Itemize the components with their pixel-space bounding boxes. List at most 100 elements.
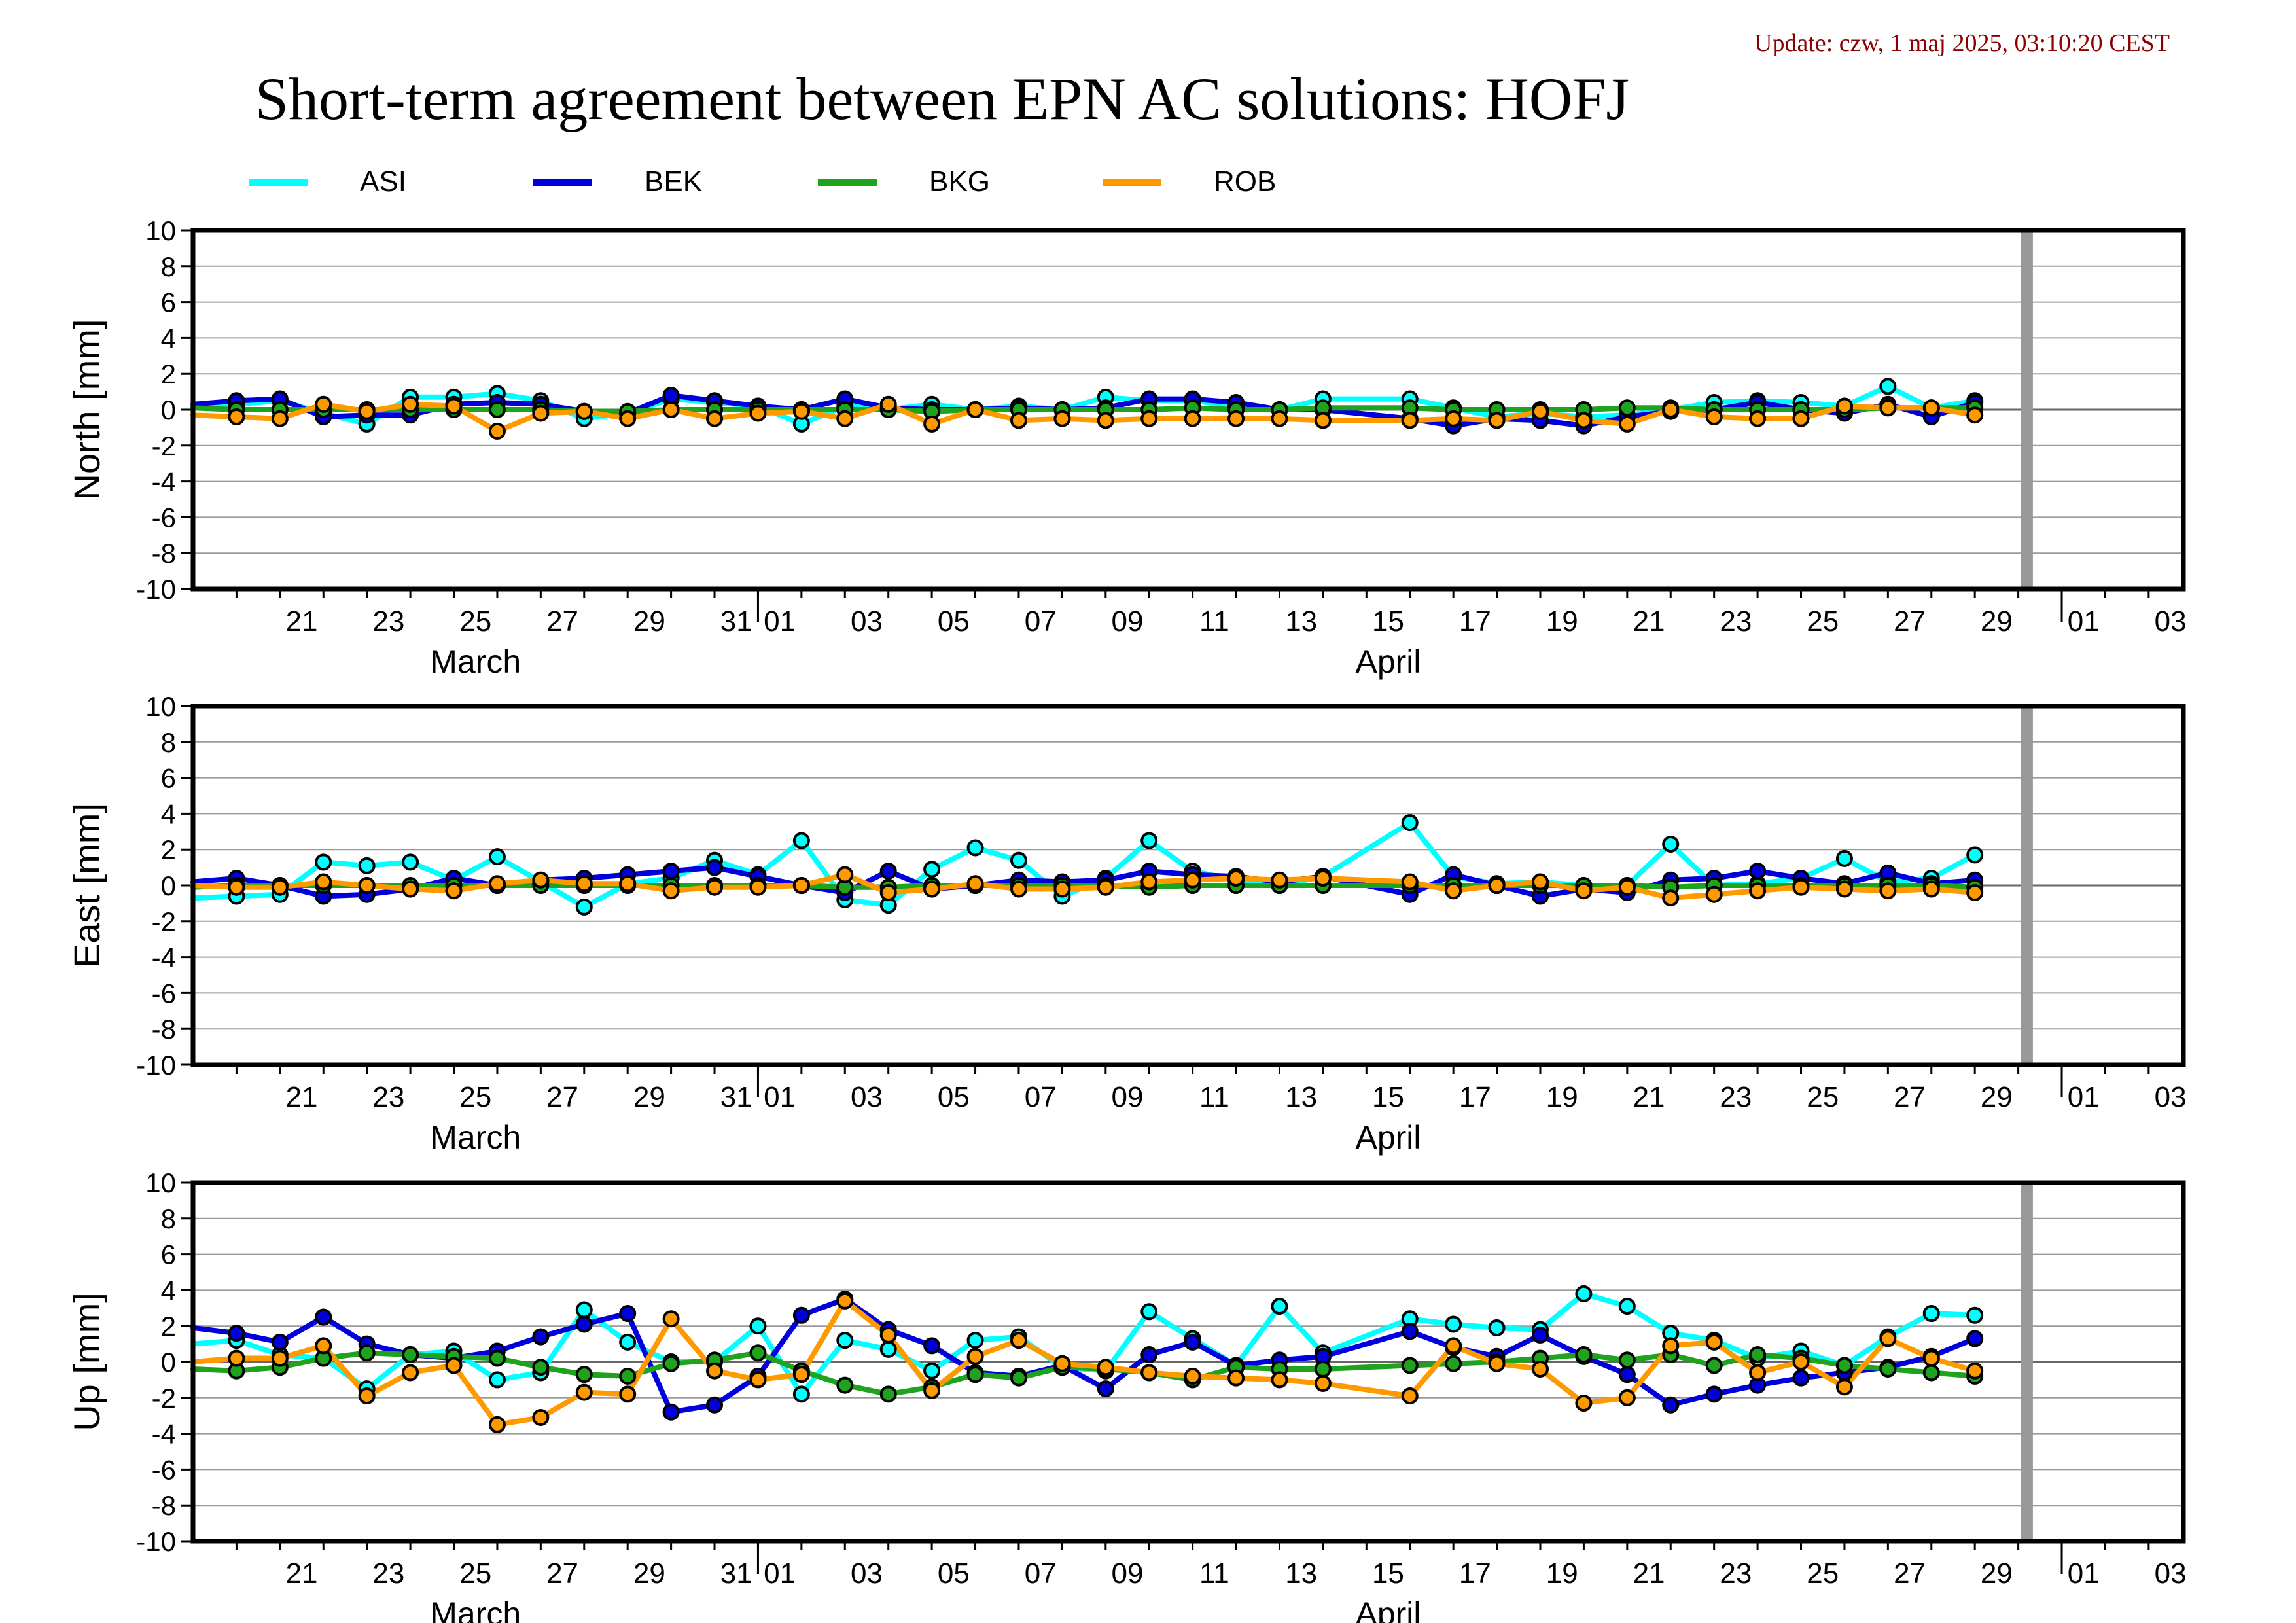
- data-point-rob: [1792, 1353, 1810, 1370]
- data-point-rob: [1531, 1360, 1549, 1378]
- data-point-rob: [923, 415, 941, 433]
- data-point-rob: [315, 1337, 332, 1355]
- x-tick-label: 23: [372, 605, 404, 637]
- data-point-rob: [1488, 1355, 1506, 1372]
- y-tick-label: 0: [161, 395, 176, 425]
- data-point-rob: [966, 1347, 984, 1365]
- month-label: March: [430, 1119, 521, 1156]
- y-tick-label: 8: [161, 727, 176, 758]
- data-point-bek: [271, 1333, 289, 1351]
- data-point-rob: [402, 395, 419, 413]
- data-point-asi: [1271, 1298, 1288, 1315]
- data-point-rob: [1053, 880, 1071, 898]
- x-tick-label: 27: [546, 1558, 578, 1590]
- y-tick-label: -10: [136, 1526, 176, 1557]
- data-point-rob: [706, 410, 724, 427]
- x-tick-label: 01: [764, 1081, 796, 1113]
- x-tick-label: 17: [1459, 605, 1491, 637]
- data-point-bkg: [532, 1359, 550, 1376]
- data-point-rob: [1749, 410, 1767, 427]
- data-point-bkg: [1618, 1351, 1636, 1369]
- x-tick-label: 15: [1372, 605, 1404, 637]
- data-point-rob: [1575, 412, 1593, 429]
- data-point-bkg: [358, 1344, 376, 1362]
- x-tick-label: 11: [1199, 1558, 1229, 1590]
- data-point-rob: [836, 410, 854, 427]
- x-tick-label: 25: [459, 1081, 491, 1113]
- data-point-asi: [358, 857, 376, 874]
- x-tick-label: 29: [633, 1558, 665, 1590]
- data-point-bkg: [966, 1366, 984, 1383]
- data-point-rob: [575, 875, 593, 893]
- update-timestamp: Update: czw, 1 maj 2025, 03:10:20 CEST: [1754, 29, 2170, 57]
- y-tick-label: -2: [152, 1383, 176, 1414]
- x-tick-label: 31: [720, 1081, 752, 1113]
- data-point-rob: [1097, 1359, 1114, 1376]
- data-point-rob: [228, 878, 245, 896]
- data-point-bek: [1401, 1323, 1419, 1340]
- data-point-rob: [358, 877, 376, 894]
- data-point-rob: [1271, 1371, 1288, 1389]
- data-point-rob: [271, 878, 289, 896]
- current-date-bar: [2021, 230, 2033, 589]
- x-tick-label: 17: [1459, 1081, 1491, 1113]
- y-tick-label: -6: [152, 978, 176, 1008]
- data-point-asi: [1835, 849, 1853, 867]
- data-point-bkg: [1835, 1357, 1853, 1374]
- data-point-rob: [836, 866, 854, 883]
- x-tick-label: 09: [1112, 1081, 1144, 1113]
- data-point-rob: [315, 873, 332, 891]
- x-tick-label: 21: [1633, 1558, 1665, 1590]
- data-point-bek: [1140, 1346, 1158, 1364]
- data-point-asi: [792, 832, 810, 849]
- data-point-bkg: [488, 1349, 506, 1367]
- data-point-rob: [1227, 870, 1245, 887]
- y-tick-label: -2: [152, 906, 176, 937]
- y-tick-label: 6: [161, 1240, 176, 1270]
- data-point-asi: [1010, 851, 1027, 869]
- x-tick-label: 27: [1894, 1558, 1926, 1590]
- legend-label-bkg: BKG: [929, 166, 990, 198]
- y-tick-label: 10: [145, 215, 176, 246]
- data-point-rob: [1314, 412, 1332, 429]
- data-point-rob: [1314, 1374, 1332, 1392]
- x-tick-label: 15: [1372, 1081, 1404, 1113]
- data-point-bkg: [1749, 1346, 1767, 1364]
- data-point-rob: [836, 1292, 854, 1310]
- data-point-asi: [836, 1332, 854, 1349]
- data-point-asi: [619, 1333, 637, 1351]
- data-point-asi: [1662, 835, 1680, 853]
- data-point-asi: [966, 839, 984, 857]
- data-point-asi: [1966, 846, 1984, 864]
- y-tick-label: 10: [145, 1168, 176, 1198]
- data-point-rob: [228, 1349, 245, 1367]
- x-tick-label: 07: [1025, 605, 1057, 637]
- y-tick-label: 2: [161, 1311, 176, 1342]
- y-tick-label: 0: [161, 870, 176, 901]
- data-point-rob: [749, 1371, 767, 1389]
- x-tick-label: 05: [938, 605, 970, 637]
- data-point-rob: [1966, 883, 1984, 901]
- x-tick-label: 03: [2155, 1558, 2187, 1590]
- x-tick-label: 13: [1285, 1558, 1317, 1590]
- data-point-rob: [879, 883, 897, 901]
- x-tick-label: 23: [1720, 1558, 1752, 1590]
- data-point-rob: [1227, 410, 1245, 427]
- data-point-rob: [1314, 870, 1332, 887]
- x-tick-label: 01: [764, 1558, 796, 1590]
- legend-label-bek: BEK: [645, 166, 702, 198]
- data-point-bkg: [1575, 1346, 1593, 1364]
- data-point-rob: [966, 875, 984, 893]
- data-point-bek: [706, 859, 724, 876]
- data-point-rob: [749, 404, 767, 422]
- data-point-rob: [488, 422, 506, 440]
- data-point-rob: [792, 1366, 810, 1383]
- data-point-rob: [1227, 1369, 1245, 1387]
- data-point-asi: [1401, 814, 1419, 832]
- month-label: April: [1356, 643, 1421, 680]
- data-point-bek: [923, 1337, 941, 1355]
- data-point-bek: [315, 1308, 332, 1326]
- data-point-rob: [619, 875, 637, 893]
- data-point-rob: [1010, 412, 1027, 429]
- y-tick-label: -6: [152, 502, 176, 533]
